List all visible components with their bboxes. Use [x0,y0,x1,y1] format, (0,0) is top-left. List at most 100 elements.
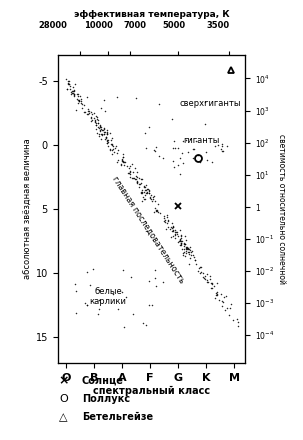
Point [108,130,113,137]
Text: Поллукс: Поллукс [82,394,130,404]
Point [179,237,184,244]
Point [96,132,101,139]
Point [225,143,230,150]
Point [88,108,93,115]
Point [213,143,218,150]
Point [175,232,180,239]
Point [98,124,103,131]
Point [223,293,228,300]
Point [186,248,191,255]
Point [102,131,107,138]
Point [205,276,209,283]
Point [67,85,72,92]
Point [84,110,89,117]
Point [179,242,184,249]
Point [122,161,127,168]
Point [132,174,136,181]
Point [65,85,69,92]
Point [153,206,158,213]
Point [102,97,107,104]
Point [92,117,97,124]
Point [89,117,94,125]
Point [134,172,139,180]
Point [89,113,94,120]
Point [119,288,124,295]
Point [184,236,188,243]
Point [120,151,125,158]
Point [135,174,140,181]
Point [211,282,216,290]
Point [118,161,123,168]
Text: эффективная температура, К: эффективная температура, К [74,10,229,18]
Point [219,291,224,298]
Point [135,178,140,185]
Point [195,152,200,159]
Point [65,77,70,84]
Point [145,186,149,193]
Point [142,183,146,191]
Point [184,137,189,144]
Point [231,317,235,324]
Point [142,195,147,202]
Point [130,169,135,176]
Point [189,248,194,255]
Point [97,125,102,132]
Point [77,92,82,99]
Point [201,274,206,281]
Point [178,237,183,244]
Point [188,248,193,255]
Point [148,192,153,199]
Point [137,181,142,188]
Point [86,105,91,112]
Point [119,155,124,162]
Point [175,144,180,151]
Point [109,147,114,154]
Point [69,89,74,96]
Point [154,143,159,150]
Point [173,235,178,242]
Point [130,161,135,168]
Point [191,254,196,261]
Point [98,136,103,143]
Point [98,127,102,134]
Point [181,245,186,252]
Point [103,134,108,141]
Point [112,148,117,155]
Point [96,286,101,293]
Point [175,238,180,245]
Point [226,311,231,318]
Point [132,175,137,182]
Point [98,125,103,132]
Point [92,117,97,125]
Point [214,291,218,298]
Point [220,143,225,150]
Point [134,180,139,187]
Point [101,125,106,132]
Point [170,227,175,234]
Point [100,127,105,134]
Point [184,243,189,250]
Point [141,319,145,326]
Point [183,241,188,248]
Point [100,131,105,138]
Point [132,165,137,172]
Point [157,100,162,107]
Point [124,294,128,301]
Point [71,87,76,94]
Y-axis label: светимость относительно солнечной: светимость относительно солнечной [277,134,286,284]
Point [191,145,195,152]
Point [108,146,112,153]
Point [202,120,207,127]
Point [129,174,134,181]
Point [203,98,208,105]
Point [170,224,175,231]
Point [67,81,72,88]
Text: O: O [59,394,68,404]
Point [107,146,112,153]
Point [104,134,109,141]
Point [193,260,198,268]
Point [170,219,175,226]
Point [93,122,98,129]
Point [104,133,108,140]
Point [102,128,107,136]
